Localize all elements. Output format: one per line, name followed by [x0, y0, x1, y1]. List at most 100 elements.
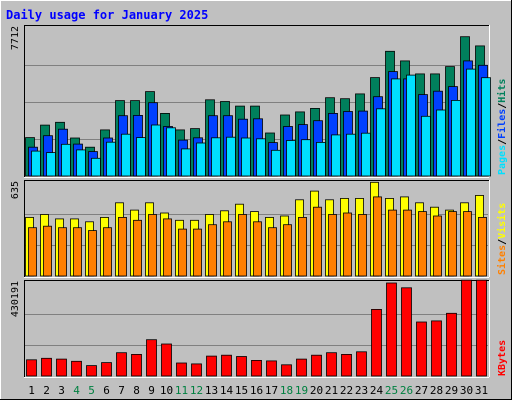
- day-label: 15: [235, 384, 248, 397]
- panel-kbytes: 430191 KBytes: [10, 279, 508, 378]
- legend-sites: Sites: [496, 245, 508, 275]
- pages-bar: [451, 100, 461, 177]
- sites-bar: [193, 228, 202, 277]
- pages-bar: [421, 115, 431, 177]
- day-label: 31: [475, 384, 488, 397]
- pages-bar: [241, 137, 251, 177]
- day-label: 14: [220, 384, 234, 397]
- sites-bar: [118, 216, 127, 277]
- kbytes-bar: [236, 356, 247, 377]
- sites-bar: [343, 212, 352, 277]
- kbytes-bar: [296, 358, 307, 377]
- legend-kbytes: KBytes: [497, 340, 508, 376]
- kbytes-bar: [86, 365, 97, 377]
- kbytes-bar: [71, 360, 82, 377]
- legend-hits: Hits: [496, 79, 508, 103]
- day-label: 26: [400, 384, 413, 397]
- day-label: 30: [460, 384, 473, 397]
- kbytes-bar: [221, 354, 232, 377]
- kbytes-bar: [326, 352, 337, 377]
- pages-bar: [61, 143, 71, 177]
- sites-bar: [133, 219, 142, 277]
- sites-bar: [148, 214, 157, 277]
- legend-visits: Visits: [496, 203, 508, 239]
- sites-bar: [268, 227, 277, 277]
- sites-bar: [283, 224, 292, 277]
- kbytes-bar: [446, 312, 457, 377]
- kbytes-bar: [431, 320, 442, 377]
- pages-bar: [151, 124, 161, 177]
- pages-bar: [301, 139, 311, 177]
- kbytes-bar: [281, 364, 292, 377]
- pages-bar: [106, 141, 116, 177]
- kbytes-bar: [416, 321, 427, 377]
- sites-bar: [73, 227, 82, 277]
- sites-bar: [58, 227, 67, 277]
- sites-bar: [253, 221, 262, 277]
- kbytes-bar: [266, 360, 277, 377]
- pages-bar: [256, 138, 266, 177]
- legend: Pages/Files/Hits: [496, 79, 508, 175]
- sites-bar: [238, 214, 247, 277]
- day-label: 7: [118, 384, 125, 397]
- max-value-label: 7712: [10, 26, 21, 50]
- sites-bar: [403, 209, 412, 277]
- legend-separator: /: [497, 139, 508, 145]
- kbytes-bar: [161, 343, 172, 377]
- sites-bar: [88, 230, 97, 277]
- day-label: 2: [43, 384, 50, 397]
- pages-bar: [91, 157, 101, 177]
- sites-bar: [373, 196, 382, 277]
- pages-bar: [181, 148, 191, 177]
- day-label: 22: [340, 384, 353, 397]
- legend-separator: /: [497, 103, 508, 109]
- sites-bar: [208, 224, 217, 277]
- day-label: 19: [295, 384, 308, 397]
- kbytes-bar: [26, 359, 37, 377]
- kbytes-bar: [401, 287, 412, 377]
- chart-panels: 7712Pages/Files/Hits635Sites/Visits43019…: [10, 25, 508, 378]
- pages-bar: [466, 68, 476, 177]
- day-label: 17: [265, 384, 278, 397]
- pages-bar: [406, 74, 416, 177]
- kbytes-bar: [56, 358, 67, 377]
- sites-bar: [43, 225, 52, 277]
- kbytes-bar: [356, 351, 367, 377]
- day-label: 10: [160, 384, 173, 397]
- sites-bar: [388, 209, 397, 277]
- pages-bar: [46, 152, 56, 177]
- max-value-label: 635: [10, 181, 21, 199]
- pages-bar: [211, 137, 221, 177]
- pages-bar: [481, 77, 491, 177]
- kbytes-bar: [461, 279, 472, 377]
- max-value-label: 430191: [10, 281, 21, 317]
- panel-visits-sites: 635 Sites/Visits: [10, 180, 508, 278]
- pages-bar: [136, 137, 146, 177]
- legend-separator: /: [497, 239, 508, 245]
- kbytes-bar: [341, 353, 352, 377]
- day-label: 24: [370, 384, 384, 397]
- day-label: 20: [310, 384, 323, 397]
- sites-bar: [448, 211, 457, 277]
- sites-bar: [433, 215, 442, 277]
- sites-bar: [103, 227, 112, 277]
- pages-bar: [376, 108, 386, 177]
- sites-bar: [163, 218, 172, 277]
- pages-bar: [271, 149, 281, 177]
- sites-bar: [478, 216, 487, 277]
- day-label: 27: [415, 384, 428, 397]
- pages-bar: [316, 141, 326, 177]
- pages-bar: [361, 132, 371, 177]
- kbytes-bar: [191, 363, 202, 377]
- panel-hits-files-pages: 7712 Pages/Files/Hits: [10, 25, 508, 178]
- kbytes-bar: [206, 355, 217, 377]
- day-label: 25: [385, 384, 398, 397]
- day-label: 5: [88, 384, 95, 397]
- day-label: 18: [280, 384, 293, 397]
- pages-bar: [121, 133, 131, 177]
- pages-bar: [391, 78, 401, 177]
- kbytes-bar: [386, 282, 397, 377]
- kbytes-bar: [251, 359, 262, 377]
- legend-files: Files: [496, 109, 508, 139]
